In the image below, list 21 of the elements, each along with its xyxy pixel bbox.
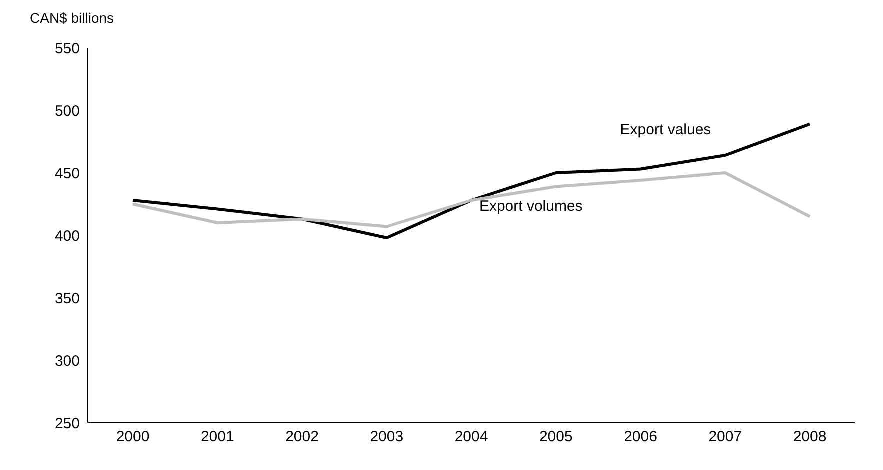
x-tick-label: 2003 <box>370 428 404 446</box>
line-series <box>132 172 812 228</box>
y-tick-label: 250 <box>54 415 80 432</box>
y-tick-label: 550 <box>54 40 80 58</box>
series-label: Export volumes <box>479 198 583 215</box>
x-tick-label: 2002 <box>286 428 319 446</box>
y-tick-label: 300 <box>54 352 80 370</box>
y-axis-title: CAN$ billions <box>30 10 114 26</box>
line-series <box>132 122 812 240</box>
x-tick-label: 2007 <box>708 428 742 446</box>
y-tick-label: 500 <box>54 102 80 120</box>
x-tick-label: 2004 <box>454 428 488 446</box>
series-label: Export values <box>620 121 712 138</box>
y-tick-label: 350 <box>54 290 80 308</box>
x-tick-label: 2000 <box>116 428 150 446</box>
x-tick-label: 2005 <box>539 428 573 446</box>
x-tick-label: 2008 <box>793 428 827 446</box>
y-tick-label: 400 <box>54 228 80 245</box>
x-tick-label: 2001 <box>200 428 234 446</box>
x-tick-label: 2006 <box>624 428 658 446</box>
y-tick-label: 450 <box>54 165 80 182</box>
